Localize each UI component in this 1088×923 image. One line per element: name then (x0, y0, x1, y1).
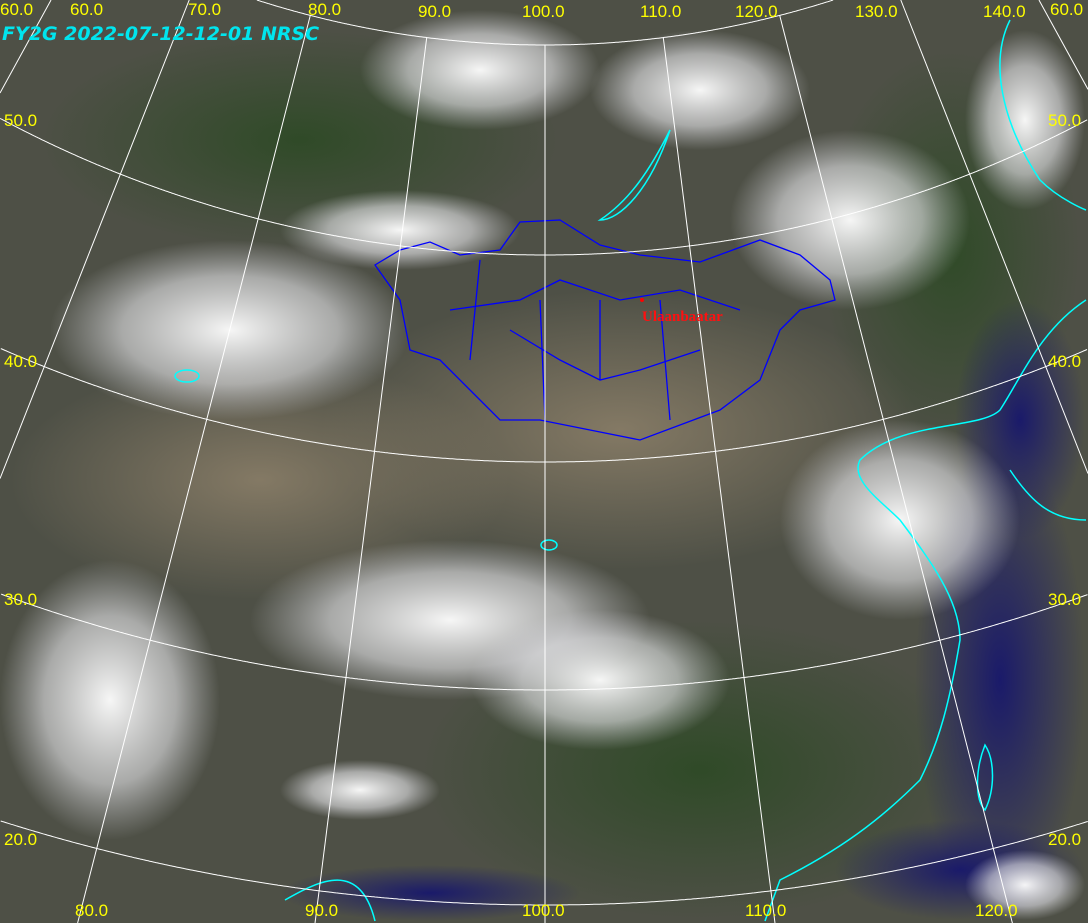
lat-label: 50.0 (4, 111, 37, 130)
meridian-line (900, 0, 1088, 474)
meridian-line (779, 15, 1013, 923)
parallel-line (0, 820, 1088, 906)
lon-label: 90.0 (305, 901, 338, 920)
lon-label: 120.0 (735, 2, 778, 21)
lat-label: 40.0 (4, 352, 37, 371)
top-labels: 60.0 60.0 70.0 80.0 90.0 100.0 110.0 120… (0, 0, 1083, 21)
lat-label: 30.0 (4, 590, 37, 609)
lon-label: 60.0 (1050, 0, 1083, 19)
coastlines (174, 19, 1087, 922)
lon-label: 60.0 (70, 0, 103, 19)
meridian-line (1038, 0, 1088, 90)
lon-label: 100.0 (522, 2, 565, 21)
image-title: FY2G 2022-07-12-12-01 NRSC (2, 23, 319, 45)
meridian-line (0, 0, 52, 94)
parallel-line (0, 117, 1088, 256)
lon-label: 60.0 (0, 0, 33, 19)
meridian-line (662, 37, 776, 923)
meridian-line (0, 0, 190, 479)
parallel-line (0, 348, 1088, 463)
lon-label: 140.0 (983, 2, 1026, 21)
lon-label: 100.0 (522, 901, 565, 920)
meridian-line (77, 15, 311, 923)
mongolia-borders (374, 219, 836, 441)
bottom-labels: 80.0 90.0 100.0 110.0 120.0 (75, 901, 1018, 920)
lon-label: 70.0 (188, 0, 221, 19)
lat-label: 40.0 (1048, 352, 1081, 371)
lat-label: 20.0 (4, 830, 37, 849)
lon-label: 130.0 (855, 2, 898, 21)
city-label-ulaanbaatar: Ulaanbaatar (642, 309, 723, 325)
left-labels: 50.0 40.0 30.0 20.0 (4, 111, 37, 849)
lat-label: 20.0 (1048, 830, 1081, 849)
lon-label: 110.0 (640, 2, 681, 21)
lat-label: 30.0 (1048, 590, 1081, 609)
lon-label: 80.0 (75, 901, 108, 920)
lon-label: 80.0 (308, 0, 341, 19)
parallel-line (1, 593, 1088, 691)
lon-label: 90.0 (418, 2, 451, 21)
lat-label: 50.0 (1048, 111, 1081, 130)
lon-label: 110.0 (745, 901, 786, 920)
lon-label: 120.0 (975, 901, 1018, 920)
meridian-line (314, 37, 428, 923)
city-marker (640, 298, 644, 302)
right-labels: 50.0 40.0 30.0 20.0 (1048, 111, 1081, 849)
